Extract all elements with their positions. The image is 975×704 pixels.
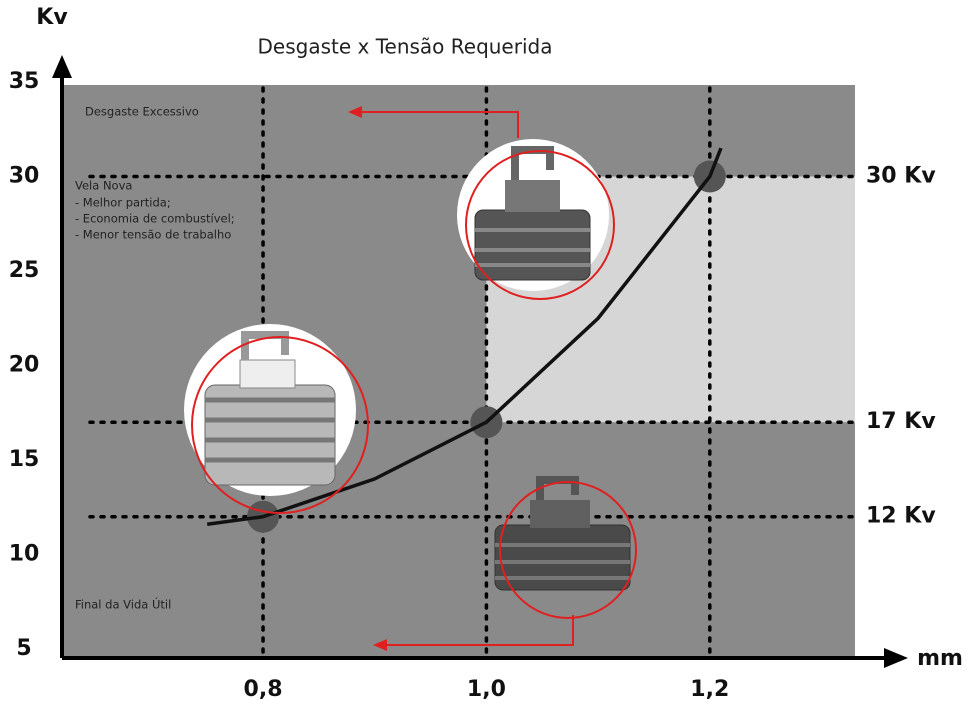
y-arrow: [52, 55, 72, 78]
annotation: - Economia de combustível;: [75, 212, 235, 226]
y-tick-label: 20: [9, 353, 40, 378]
spark-plug-mid: [494, 476, 637, 619]
spark-plug-worn: [457, 139, 615, 300]
y-axis-label: Kv: [36, 5, 68, 30]
y-tick-label: 5: [16, 636, 31, 661]
annotation: Vela Nova: [75, 179, 132, 193]
x-axis-label: mm: [917, 646, 963, 671]
y-tick-label: 35: [9, 69, 40, 94]
arrow: [358, 111, 574, 646]
curve: [206, 147, 723, 526]
chart-title: Desgaste x Tensão Requerida: [258, 35, 553, 59]
y-tick-label: 10: [9, 542, 40, 567]
annotation: - Melhor partida;: [75, 196, 171, 210]
annotation: - Menor tensão de trabalho: [75, 228, 231, 242]
x-tick-label: 0,8: [244, 677, 283, 702]
annotation: Desgaste Excessivo: [85, 105, 199, 119]
x-tick-label: 1,0: [467, 677, 506, 702]
level-label: 12 Kv: [866, 504, 936, 529]
arrowhead: [348, 106, 362, 118]
arrowhead: [373, 639, 387, 651]
x-tick-label: 1,2: [690, 677, 729, 702]
y-tick-label: 30: [9, 164, 40, 189]
spark-plug-new: [184, 324, 369, 514]
level-label: 30 Kv: [866, 164, 936, 189]
x-arrow: [884, 648, 908, 668]
y-tick-label: 25: [9, 258, 40, 283]
level-label: 17 Kv: [866, 409, 936, 434]
y-tick-label: 15: [9, 447, 40, 472]
annotation: Final da Vida Útil: [75, 597, 171, 612]
